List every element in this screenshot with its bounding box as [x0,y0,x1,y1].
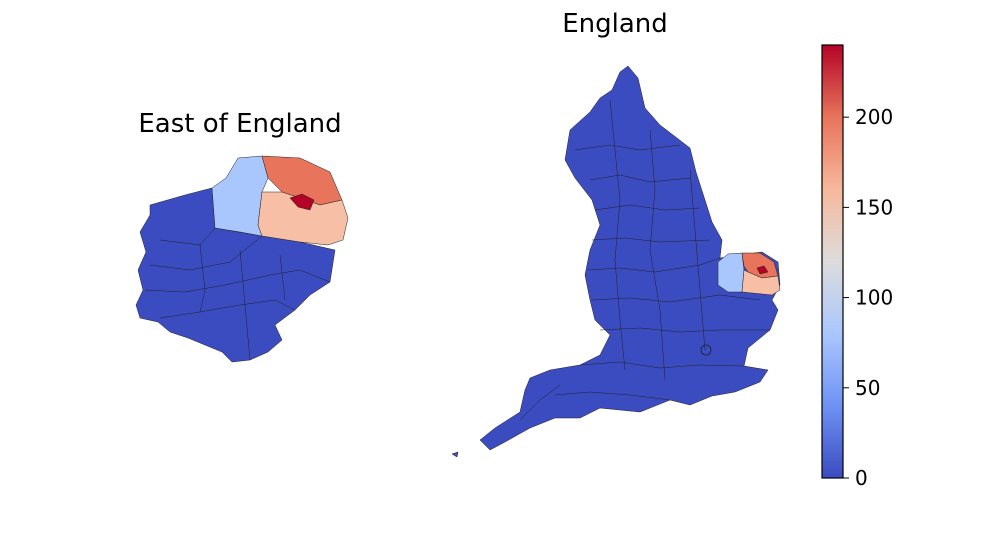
colorbar-ticks: 0 50 100 150 200 [843,105,893,490]
colorbar-tick-label: 0 [855,466,868,490]
england-island [451,451,459,458]
colorbar [821,44,844,479]
colorbar-tick-label: 200 [855,105,893,129]
left-map-title: East of England [138,109,341,139]
east-region-dark-red [289,193,315,211]
east-of-england-map [135,155,349,363]
colorbar-tick-label: 50 [855,376,880,400]
england-east-peach [741,269,781,296]
colorbar-tick-label: 100 [855,286,893,310]
right-map-title: England [562,9,668,39]
england-east-dark-red [756,265,769,275]
england-map [451,65,781,458]
colorbar-tick-label: 150 [855,195,893,219]
london-cluster [700,344,712,356]
east-district-lines [144,227,331,361]
england-east-light-blue [717,252,745,293]
england-district-lines [519,99,770,421]
